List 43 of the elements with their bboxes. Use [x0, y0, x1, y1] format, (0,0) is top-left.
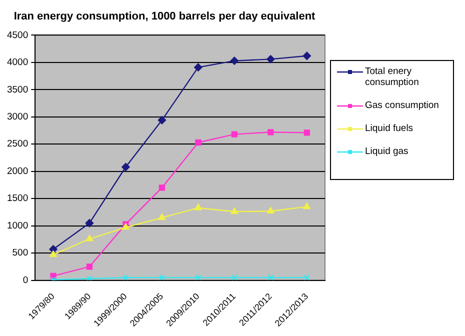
point	[122, 274, 129, 280]
point	[158, 214, 166, 220]
y-tick-label: 2500	[6, 138, 28, 150]
y-tick-label: 4000	[6, 57, 28, 68]
point	[158, 274, 166, 280]
y-tick-label: 4500	[6, 30, 28, 41]
y-tick-label: 500	[12, 248, 28, 259]
y-tick-label: 0	[22, 274, 28, 286]
point	[50, 250, 57, 258]
point	[195, 274, 202, 280]
point	[85, 218, 94, 228]
point	[268, 274, 274, 280]
point	[231, 131, 238, 138]
point	[122, 162, 130, 172]
point	[195, 139, 202, 146]
point	[122, 223, 130, 230]
point	[267, 207, 274, 214]
point	[158, 116, 166, 124]
legend-label: Liquid fuels	[365, 123, 414, 134]
legend-label: Gas consumption	[365, 100, 439, 111]
y-tick-label: 3000	[6, 112, 28, 123]
point	[304, 274, 310, 280]
point	[194, 204, 202, 210]
point	[302, 52, 311, 60]
legend-label: Total enery consumption	[365, 66, 420, 88]
point	[231, 274, 238, 280]
y-tick-label: 1500	[6, 193, 28, 204]
legend-label: Liquid gas	[365, 146, 408, 157]
point	[303, 202, 311, 210]
point	[268, 129, 274, 136]
point	[304, 130, 310, 136]
point	[86, 264, 93, 270]
y-tick-label: 3500	[6, 84, 28, 96]
point	[86, 276, 93, 280]
point	[266, 55, 275, 64]
y-tick-label: 2000	[6, 166, 28, 177]
chart-title: Iran energy consumption, 1000 barrels per day equivalent	[14, 10, 316, 23]
point	[158, 184, 166, 191]
point	[230, 208, 238, 214]
point	[86, 234, 94, 242]
point	[230, 56, 239, 65]
y-tick-label: 1000	[6, 220, 28, 232]
point	[194, 63, 202, 72]
